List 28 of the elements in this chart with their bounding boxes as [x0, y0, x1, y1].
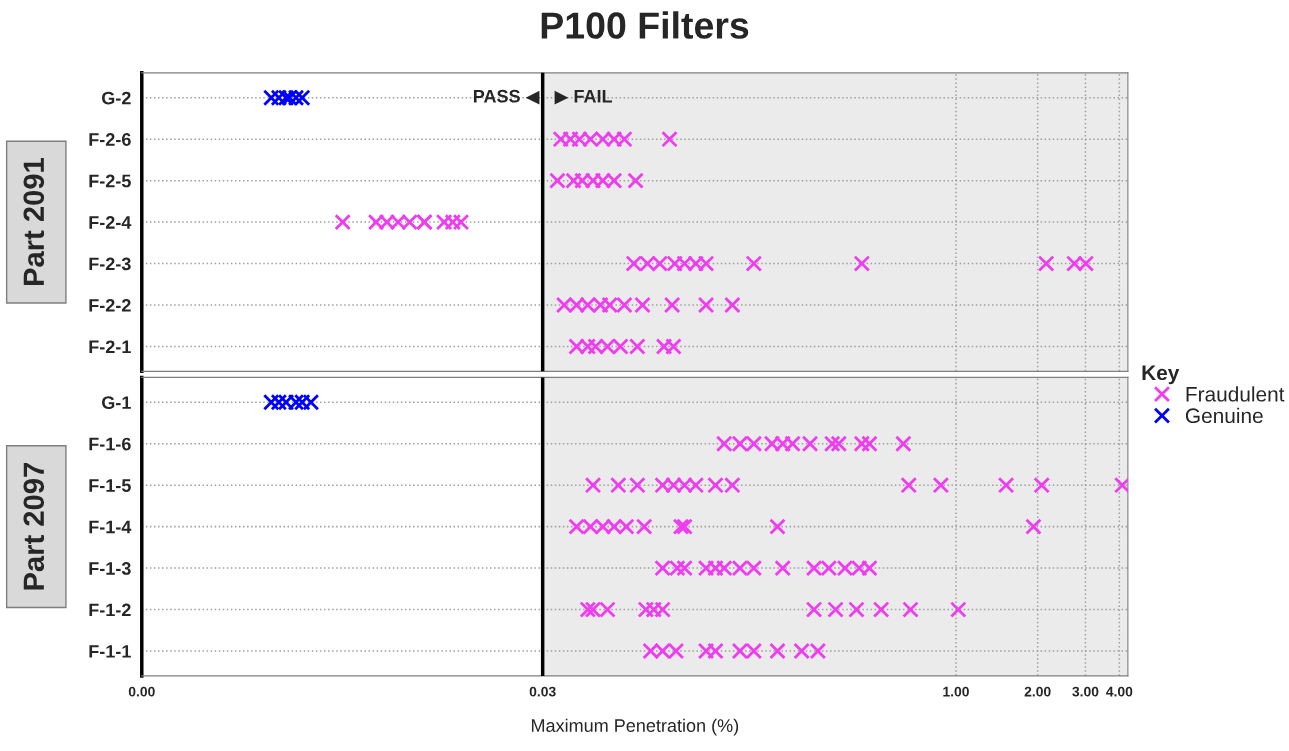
x-tick-label: 2.00: [1024, 686, 1051, 697]
y-tick-label: F-1-3: [89, 562, 131, 575]
y-tick-label: F-2-4: [89, 216, 132, 229]
y-tick-label: F-1-4: [89, 520, 132, 534]
x-tick-label: 1.00: [943, 686, 969, 697]
y-tick-label: F-1-5: [89, 479, 131, 492]
x-axis-title: Maximum Penetration (%): [531, 718, 739, 736]
y-axis-title: Part 2091: [23, 158, 45, 286]
y-tick-label: F-1-6: [89, 437, 131, 451]
y-tick-label: F-1-1: [89, 645, 131, 658]
y-tick-label: F-2-6: [89, 133, 131, 146]
ref-line-label: PASS ◀ ▶ FAIL: [473, 89, 613, 105]
chart-title: P100 Filters: [541, 11, 749, 39]
x-tick-label: 4.00: [1106, 686, 1133, 697]
y-tick-label: F-2-5: [89, 174, 131, 188]
x-tick-label: 0.03: [529, 686, 556, 697]
y-tick-label: F-2-1: [89, 340, 131, 354]
y-tick-label: F-2-3: [89, 257, 131, 271]
y-tick-label: F-1-2: [89, 603, 131, 617]
x-tick-label: 0.00: [128, 686, 155, 697]
legend-label: Fraudulent: [1186, 386, 1285, 402]
y-tick-label: F-2-2: [89, 298, 131, 312]
y-axis-title: Part 2097: [23, 463, 45, 590]
legend-title: Key: [1142, 365, 1180, 385]
legend-label: Genuine: [1185, 407, 1263, 424]
y-tick-label: G-2: [102, 91, 131, 105]
x-tick-label: 3.00: [1072, 686, 1099, 697]
y-tick-label: G-1: [102, 396, 131, 409]
